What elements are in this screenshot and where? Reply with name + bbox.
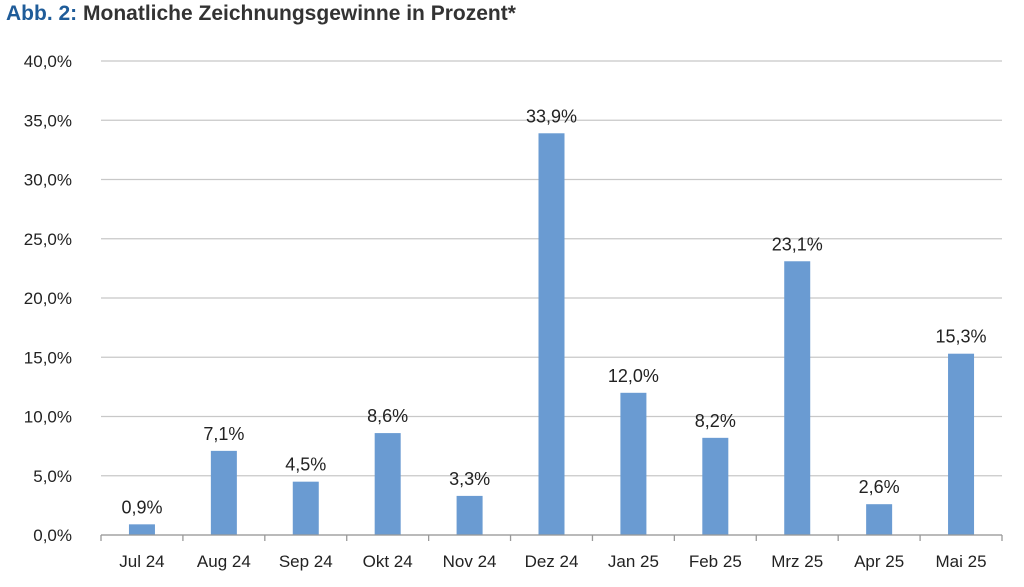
bar [456,495,483,535]
data-label: 4,5% [285,455,326,475]
y-tick-label: 20,0% [24,289,72,308]
data-label: 33,9% [526,106,577,126]
x-tick-label: Jul 24 [119,552,164,571]
x-tick-label: Sep 24 [279,552,333,571]
x-tick-label: Feb 25 [689,552,742,571]
bar [866,504,893,535]
data-label: 23,1% [772,234,823,254]
x-tick-label: Jan 25 [608,552,659,571]
bar [538,133,565,535]
y-tick-label: 25,0% [24,230,72,249]
figure-number: Abb. 2: [6,2,78,25]
x-tick-label: Mai 25 [936,552,987,571]
chart-title-text: Monatliche Zeichnungsgewinne in Prozent* [83,2,516,25]
y-tick-label: 15,0% [24,348,72,367]
bar [374,433,401,535]
data-label: 2,6% [859,477,900,497]
data-label: 8,2% [695,411,736,431]
x-axis: Jul 24 Aug 24 Sep 24 Okt 24 Nov 24 Dez 24 Jan … [100,534,1003,571]
bar [210,450,237,535]
data-labels: 0,9% 7,1% 4,5% 8,6% 3,3% 33,9% 12,0% 8,2% 23,1% 2… [121,106,986,517]
bar [784,261,811,535]
data-label: 15,3% [936,327,987,347]
chart-title: Abb. 2: Monatliche Zeichnungsgewinne in … [6,2,516,26]
x-tick-label: Nov 24 [443,552,497,571]
data-label: 8,6% [367,406,408,426]
y-axis: 0,0% 5,0% 10,0% 15,0% 20,0% 25,0% 30,0% 35,0% 40… [24,52,72,545]
y-tick-label: 5,0% [33,467,72,486]
y-tick-label: 30,0% [24,171,72,190]
bars [128,133,975,535]
data-label: 0,9% [121,497,162,517]
x-tick-label: Mrz 25 [771,552,823,571]
y-tick-label: 10,0% [24,408,72,427]
data-label: 3,3% [449,469,490,489]
bar [702,437,729,535]
x-tick-label: Aug 24 [197,552,251,571]
data-label: 7,1% [203,424,244,444]
x-tick-label: Dez 24 [525,552,579,571]
y-tick-label: 35,0% [24,111,72,130]
x-tick-label: Apr 25 [854,552,904,571]
data-label: 12,0% [608,366,659,386]
y-tick-label: 40,0% [24,52,72,71]
bar [620,392,647,535]
y-tick-label: 0,0% [33,526,72,545]
x-tick-label: Okt 24 [363,552,413,571]
bar [948,353,975,535]
bar [128,524,155,535]
bar [292,481,319,535]
